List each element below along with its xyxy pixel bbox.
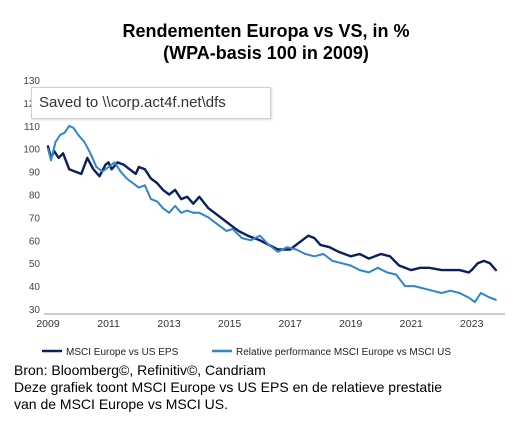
x-tick-label: 2017 [278, 318, 302, 330]
y-tick-label: 60 [29, 236, 41, 247]
y-tick-label: 30 [29, 305, 41, 316]
tooltip-text: Saved to \\corp.act4f.net\dfs [39, 94, 226, 111]
y-tick-label: 100 [23, 145, 40, 156]
chart-title-block: Rendementen Europa vs VS, in % (WPA-basi… [0, 20, 532, 64]
description-line-1: Deze grafiek toont MSCI Europe vs US EPS… [14, 379, 442, 395]
source-caption: Bron: Bloomberg©, Refinitiv©, Candriam D… [14, 362, 529, 413]
saved-location-tooltip: Saved to \\corp.act4f.net\dfs [31, 87, 271, 119]
x-tick-label: 2015 [218, 318, 242, 330]
x-tick-label: 2013 [157, 318, 181, 330]
legend: MSCI Europe vs US EPS Relative performanc… [42, 347, 451, 358]
legend-label-1: MSCI Europe vs US EPS [66, 347, 179, 358]
y-tick-label: 90 [29, 168, 41, 179]
x-axis: 2009 2011 2013 2015 2017 2019 2021 2023 [36, 318, 483, 330]
series-line-1 [46, 145, 498, 274]
plot-area [46, 124, 498, 304]
legend-label-2: Relative performance MSCI Europe vs MSCI… [236, 347, 451, 358]
y-tick-label: 130 [23, 76, 40, 87]
y-tick-label: 70 [29, 213, 41, 224]
chart-subtitle: (WPA-basis 100 in 2009) [163, 43, 369, 63]
x-tick-label: 2023 [460, 318, 484, 330]
y-tick-label: 50 [29, 259, 41, 270]
x-tick-label: 2019 [339, 318, 363, 330]
series-line-2 [47, 124, 497, 304]
y-tick-label: 40 [29, 282, 41, 293]
y-tick-label: 80 [29, 191, 41, 202]
chart-title: Rendementen Europa vs VS, in % [122, 21, 410, 41]
description-line-2: van de MSCI Europe vs MSCI US. [14, 396, 228, 412]
x-tick-label: 2009 [36, 318, 60, 330]
x-tick-label: 2011 [97, 318, 120, 330]
x-tick-label: 2021 [400, 318, 424, 330]
y-tick-label: 110 [24, 122, 40, 133]
source-line: Bron: Bloomberg©, Refinitiv©, Candriam [14, 362, 266, 378]
